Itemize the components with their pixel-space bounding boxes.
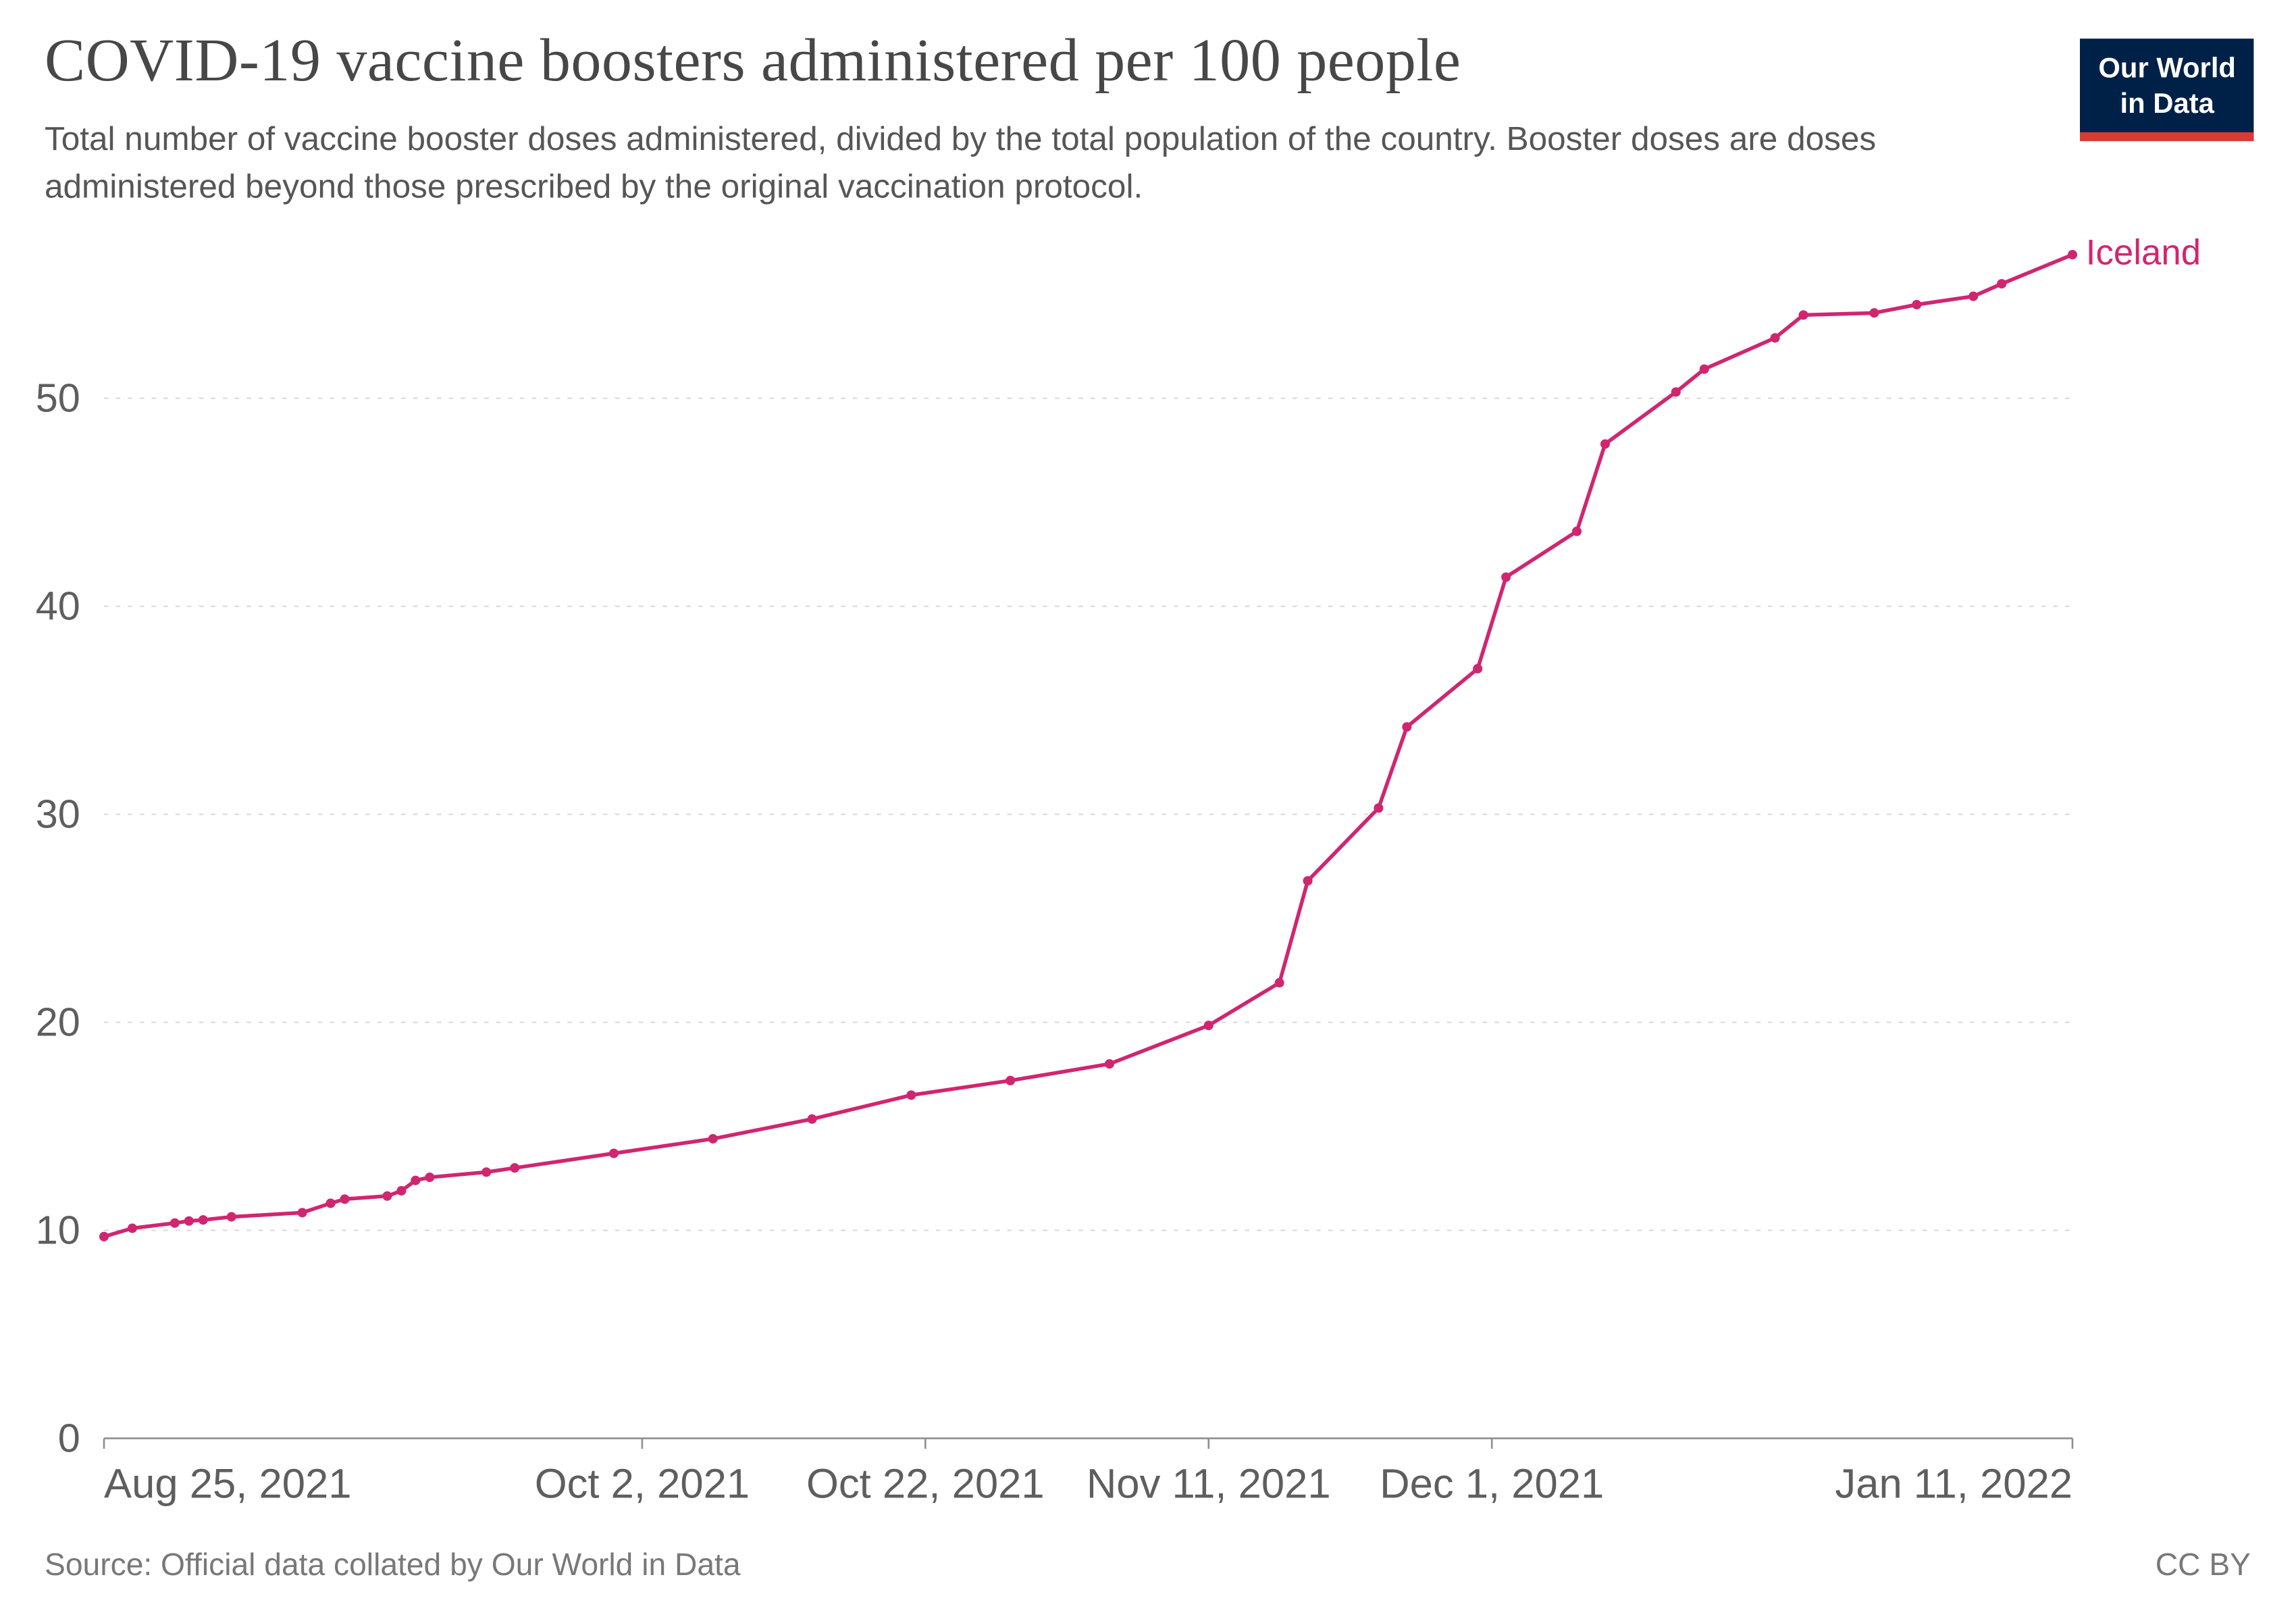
series-label-iceland[interactable]: Iceland [2085, 234, 2201, 274]
owid-logo-line1: Our World [2098, 53, 2236, 85]
data-point[interactable] [396, 1186, 407, 1196]
data-point[interactable] [1274, 978, 1284, 988]
data-point[interactable] [481, 1167, 492, 1177]
data-point[interactable] [1374, 803, 1384, 813]
source-note: Source: Official data collated by Our Wo… [45, 1548, 741, 1583]
data-point[interactable] [1203, 1021, 1214, 1031]
data-point[interactable] [1600, 439, 1610, 449]
x-axis-tick-label: Dec 1, 2021 [1380, 1461, 1604, 1508]
x-axis-tick-label: Oct 22, 2021 [806, 1461, 1045, 1508]
data-point[interactable] [708, 1134, 718, 1144]
x-axis-tick-label: Jan 11, 2022 [1835, 1461, 2072, 1508]
y-axis-tick-label: 20 [36, 999, 80, 1044]
data-point[interactable] [1912, 299, 1922, 310]
data-point[interactable] [1770, 333, 1780, 343]
data-point[interactable] [411, 1175, 421, 1185]
data-point[interactable] [1997, 279, 2007, 289]
y-axis-tick-label: 10 [36, 1207, 80, 1252]
y-axis-tick-label: 0 [58, 1415, 80, 1460]
data-point[interactable] [325, 1198, 336, 1208]
data-point[interactable] [127, 1223, 137, 1233]
data-point[interactable] [297, 1208, 307, 1218]
data-point[interactable] [198, 1215, 208, 1225]
data-point[interactable] [2067, 250, 2078, 260]
data-point[interactable] [1798, 310, 1808, 320]
license-link[interactable]: CC BY [2155, 1548, 2251, 1583]
data-point[interactable] [169, 1218, 180, 1228]
data-point[interactable] [1699, 364, 1709, 374]
data-point[interactable] [906, 1090, 916, 1100]
x-axis-tick-label: Nov 11, 2021 [1087, 1461, 1331, 1508]
data-point[interactable] [608, 1148, 619, 1158]
x-axis-tick-label: Aug 25, 2021 [104, 1461, 351, 1508]
data-point[interactable] [510, 1163, 520, 1173]
data-point[interactable] [1303, 876, 1313, 886]
data-point[interactable] [1869, 308, 1879, 318]
owid-logo: Our World in Data [2080, 38, 2254, 142]
data-point[interactable] [340, 1194, 350, 1204]
data-point[interactable] [184, 1216, 194, 1226]
data-point[interactable] [1671, 387, 1681, 397]
owid-logo-line2: in Data [2120, 89, 2214, 121]
page-title: COVID-19 vaccine boosters administered p… [45, 25, 1461, 94]
y-axis-tick-label: 50 [36, 375, 80, 420]
y-axis-tick-label: 30 [36, 791, 80, 836]
data-point[interactable] [1968, 291, 1979, 301]
data-point[interactable] [1571, 526, 1582, 536]
data-point[interactable] [1402, 722, 1412, 732]
iceland-series-line[interactable] [102, 253, 2075, 1239]
y-axis-tick-label: 40 [36, 583, 80, 628]
chart-subtitle: Total number of vaccine booster doses ad… [45, 120, 1877, 205]
data-point[interactable] [1501, 572, 1511, 582]
data-point[interactable] [382, 1191, 392, 1201]
data-point[interactable] [226, 1212, 236, 1222]
data-point[interactable] [1006, 1075, 1016, 1085]
data-point[interactable] [425, 1173, 435, 1183]
data-point[interactable] [99, 1231, 109, 1241]
data-point[interactable] [1473, 663, 1483, 674]
data-point[interactable] [1104, 1059, 1114, 1069]
data-point[interactable] [807, 1114, 817, 1124]
x-axis-tick-label: Oct 2, 2021 [535, 1461, 750, 1508]
